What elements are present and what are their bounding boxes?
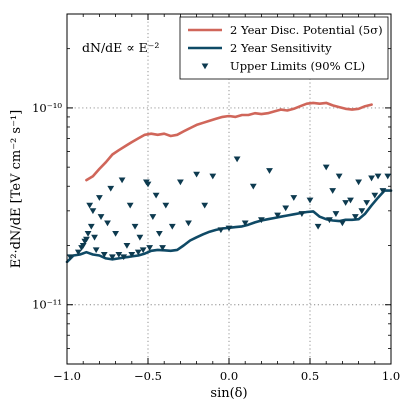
upper-limit-marker xyxy=(342,200,350,206)
y-tick-label: 10⁻¹⁰ xyxy=(32,101,62,115)
upper-limit-marker xyxy=(87,223,95,230)
upper-limit-marker xyxy=(358,208,366,215)
upper-limit-marker xyxy=(131,223,139,230)
upper-limit-marker xyxy=(107,185,115,192)
upper-limit-marker xyxy=(322,164,330,171)
upper-limit-marker xyxy=(384,173,392,180)
upper-limit-marker xyxy=(258,217,265,224)
upper-limit-marker xyxy=(89,208,97,215)
x-tick-label: −1.0 xyxy=(53,369,81,383)
legend-label: Upper Limits (90% CL) xyxy=(230,59,365,73)
upper-limit-marker xyxy=(144,181,152,188)
upper-limit-marker xyxy=(185,220,192,227)
upper-limit-marker xyxy=(332,211,340,217)
upper-limit-marker xyxy=(249,183,257,190)
legend: 2 Year Disc. Potential (5σ) 2 Year Sensit… xyxy=(179,16,389,80)
upper-limit-marker xyxy=(347,197,354,204)
upper-limit-marker xyxy=(74,249,82,256)
upper-limit-marker xyxy=(177,179,184,186)
upper-limit-marker xyxy=(168,223,176,230)
upper-limit-marker xyxy=(201,202,209,209)
upper-limit-marker xyxy=(233,156,241,163)
legend-label: 2 Year Disc. Potential (5σ) xyxy=(230,23,383,37)
upper-limit-marker xyxy=(123,242,131,249)
upper-limit-marker xyxy=(326,217,333,224)
upper-limit-marker xyxy=(306,197,314,204)
upper-limit-marker xyxy=(298,211,306,217)
upper-limit-marker xyxy=(134,249,142,256)
upper-limit-marker xyxy=(368,175,375,182)
upper-limit-marker xyxy=(155,230,163,237)
legend-label: 2 Year Sensitivity xyxy=(230,41,332,55)
upper-limit-marker xyxy=(91,234,98,241)
upper-limit-marker xyxy=(104,220,111,227)
axis-ticks: −1.0 −0.5 0.0 0.5 1.0 10⁻¹¹ 10⁻¹⁰ xyxy=(32,13,400,383)
upper-limit-marker xyxy=(97,214,105,220)
upper-limit-marker xyxy=(128,251,136,258)
annotation-text: dN/dE ∝ E⁻² xyxy=(82,40,159,55)
upper-limit-marker xyxy=(266,168,273,174)
upper-limit-marker xyxy=(374,173,382,180)
upper-limit-marker xyxy=(225,225,233,232)
upper-limit-marker xyxy=(86,202,94,209)
legend-marker-swatch xyxy=(201,63,209,70)
x-tick-label: 0.0 xyxy=(220,369,238,383)
upper-limit-marker xyxy=(162,202,170,209)
upper-limit-marker xyxy=(371,192,379,199)
y-axis-label: E²·dN/dE [TeV cm⁻² s⁻¹] xyxy=(9,110,24,268)
upper-limit-marker xyxy=(329,188,337,194)
upper-limit-marker xyxy=(193,171,200,178)
x-axis-label: sin(δ) xyxy=(210,386,247,401)
upper-limit-marker xyxy=(351,214,359,220)
y-tick-label: 10⁻¹¹ xyxy=(32,298,62,312)
upper-limit-marker xyxy=(209,173,217,180)
x-tick-label: 1.0 xyxy=(382,369,400,383)
upper-limit-marker xyxy=(290,195,298,201)
upper-limit-marker xyxy=(335,173,343,180)
upper-limit-marker xyxy=(159,245,166,251)
upper-limit-marker xyxy=(146,245,154,251)
upper-limit-marker xyxy=(314,223,322,230)
upper-limit-marker xyxy=(126,202,134,209)
upper-limit-marker xyxy=(139,247,147,254)
upper-limit-marker xyxy=(339,220,346,227)
upper-limit-marker xyxy=(84,230,92,237)
upper-limit-marker xyxy=(66,254,74,261)
upper-limit-marker xyxy=(108,254,116,261)
upper-limit-marker xyxy=(115,251,123,258)
x-tick-label: 0.5 xyxy=(301,369,319,383)
discovery-potential-line xyxy=(85,101,373,182)
upper-limit-marker xyxy=(149,214,157,220)
upper-limit-marker xyxy=(363,200,371,206)
upper-limit-marker xyxy=(241,220,249,227)
upper-limit-marker xyxy=(96,195,103,201)
upper-limit-marker xyxy=(379,188,387,194)
plot-area xyxy=(65,101,393,264)
upper-limit-marker xyxy=(217,227,225,234)
upper-limit-marker xyxy=(118,177,126,184)
upper-limit-marker xyxy=(112,230,119,237)
upper-limit-marker xyxy=(282,205,290,212)
spectrum-annotation: dN/dE ∝ E⁻² xyxy=(82,40,159,55)
upper-limit-marker xyxy=(274,212,281,219)
upper-limit-marker xyxy=(92,247,100,254)
upper-limit-marker xyxy=(136,234,144,241)
legend-box xyxy=(179,16,389,80)
x-tick-label: −0.5 xyxy=(134,369,162,383)
upper-limit-marker xyxy=(83,236,90,243)
upper-limit-marker xyxy=(120,254,128,261)
upper-limit-marker xyxy=(152,192,160,199)
upper-limit-marker xyxy=(100,251,108,258)
upper-limit-marker xyxy=(355,179,362,186)
